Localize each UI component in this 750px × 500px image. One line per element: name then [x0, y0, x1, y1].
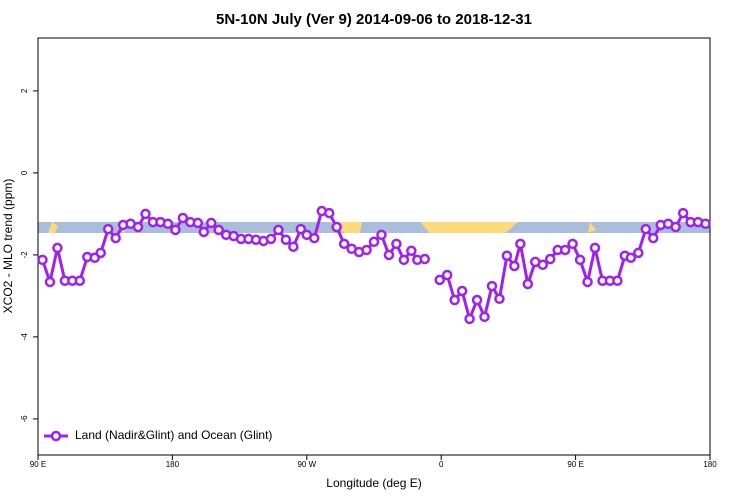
data-point [625, 252, 637, 264]
data-point [265, 233, 277, 245]
plot-frame [37, 37, 711, 456]
data-point [449, 294, 460, 306]
y-axis-title: XCO2 - MLO trend (ppm) [1, 179, 15, 314]
data-point [368, 236, 380, 248]
data-point [501, 250, 513, 261]
data-point [515, 238, 526, 250]
data-point [74, 275, 86, 286]
data-point [323, 207, 335, 219]
data-point [486, 280, 498, 292]
y-tick-label: -6 [20, 415, 29, 423]
data-point [456, 285, 468, 297]
chart-title: 5N-10N July (Ver 9) 2014-09-06 to 2018-1… [216, 11, 532, 28]
data-point [509, 260, 520, 272]
data-point [677, 207, 689, 219]
data-point [434, 274, 445, 286]
data-point [419, 253, 431, 265]
x-tick-label: 180 [703, 460, 717, 469]
data-point [110, 232, 121, 244]
land-band [48, 222, 596, 233]
data-point [309, 232, 320, 244]
data-point [95, 247, 106, 259]
data-point [479, 311, 490, 323]
data-point [522, 278, 534, 290]
x-tick-label: 0 [439, 460, 444, 469]
x-tick-label: 180 [166, 460, 180, 469]
y-tick-label: 2 [20, 88, 29, 93]
data-point [383, 249, 395, 261]
data-point [406, 245, 417, 257]
y-tick-label: -4 [20, 333, 29, 341]
data-point [648, 232, 659, 244]
data-point [582, 276, 593, 288]
data-point [464, 313, 475, 325]
legend-marker [50, 430, 62, 442]
data-point [102, 223, 114, 235]
data-point [288, 241, 299, 252]
data-point [589, 242, 601, 254]
data-point [52, 242, 63, 254]
data-point [391, 238, 402, 250]
data-point [132, 221, 144, 233]
data-point [170, 224, 181, 236]
data-point [273, 224, 284, 236]
data-point [670, 221, 681, 233]
data-point [331, 221, 342, 233]
data-point [295, 223, 307, 235]
data-point [162, 218, 174, 229]
data-point [700, 218, 711, 229]
y-tick-label: 0 [20, 170, 29, 175]
data-point [37, 254, 48, 266]
data-point [280, 234, 292, 245]
data-point [205, 217, 217, 229]
x-tick-label: 90 E [30, 460, 46, 469]
data-point [140, 208, 151, 220]
data-point [213, 224, 224, 236]
data-point [398, 254, 410, 266]
data-point [376, 229, 387, 241]
data-point [544, 253, 556, 265]
x-tick-label: 90 E [567, 460, 583, 469]
legend-label: Land (Nadir&Glint) and Ocean (Glint) [75, 428, 272, 442]
data-point [574, 254, 586, 266]
data-point [471, 294, 483, 306]
x-axis-title: Longitude (deg E) [326, 476, 421, 490]
data-point [177, 212, 189, 224]
x-tick-label: 90 W [297, 460, 316, 469]
data-point [640, 223, 652, 235]
data-point [567, 238, 578, 250]
data-point [441, 269, 453, 281]
data-point [612, 275, 623, 286]
ocean-band [38, 222, 710, 233]
data-point [494, 293, 505, 305]
data-point [361, 244, 372, 256]
y-tick-label: -2 [20, 251, 29, 259]
data-point [537, 259, 548, 270]
data-point [338, 238, 350, 250]
data-point [44, 276, 56, 288]
data-point [192, 217, 204, 229]
data-point [198, 226, 210, 238]
data-point [633, 247, 644, 259]
data-point [559, 244, 571, 256]
